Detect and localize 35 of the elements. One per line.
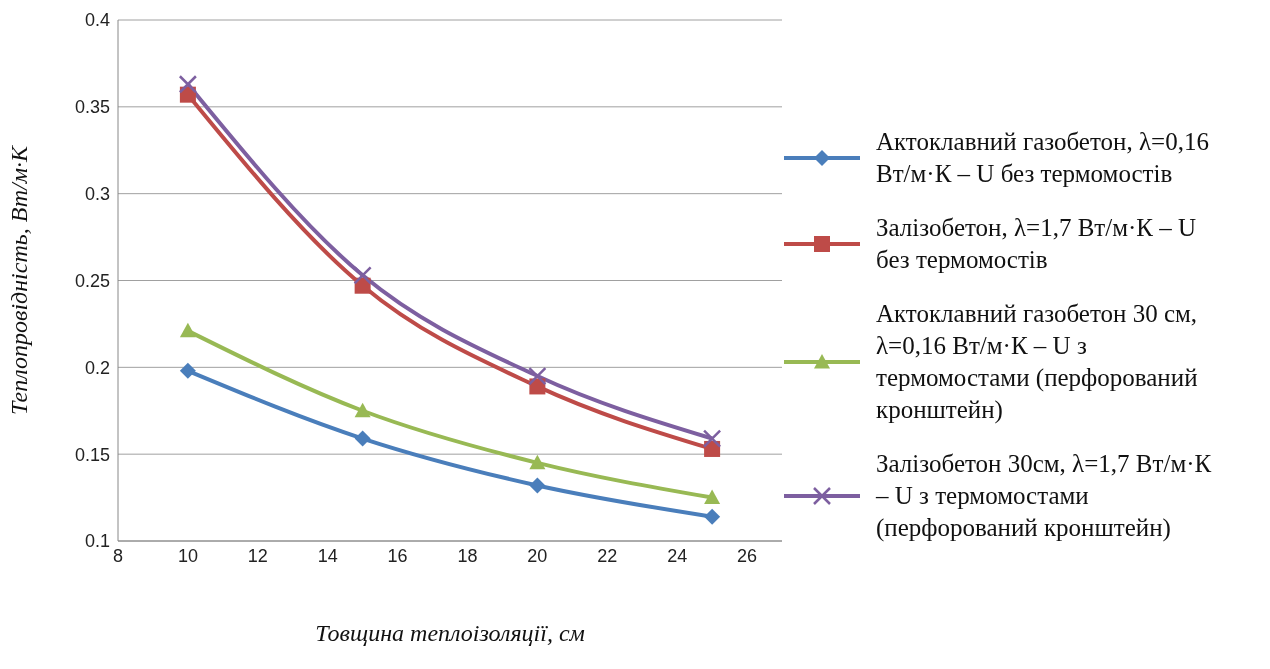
legend-label: Залізобетон, λ=1,7 Вт/м·К – U без термомостів: [876, 212, 1198, 275]
point: [354, 402, 371, 418]
y-tick-label: 0.25: [74, 270, 110, 291]
point: [704, 508, 721, 525]
y-tick-label: 0.35: [74, 97, 110, 118]
x-tick-label: 18: [457, 545, 478, 566]
point: [529, 477, 546, 494]
x-tick-label: 14: [317, 545, 338, 566]
point: [529, 454, 546, 470]
point: [354, 430, 371, 447]
x-tick-label: 26: [737, 545, 758, 566]
x-tick-label: 16: [387, 545, 408, 566]
x-tick-label: 24: [667, 545, 688, 566]
legend-label: Актоклавний газобетон, λ=0,16 Вт/м·К – U без термомостів: [876, 126, 1210, 189]
point: [179, 362, 196, 379]
point: [528, 366, 547, 386]
y-axis-title: Теплопровідність, Вт/м·К: [5, 144, 32, 415]
y-tick-label: 0.15: [74, 444, 110, 465]
x-tick-label: 12: [247, 545, 268, 566]
point: [178, 75, 198, 94]
legend-label: Актоклавний газобетон 30 см, λ=0,16 Вт/м·К – U з термомостами (перфорований кронштейн): [876, 298, 1199, 426]
y-tick-label: 0.1: [84, 531, 110, 552]
y-tick-label: 0.4: [84, 10, 110, 31]
x-tick-label: 8: [112, 545, 124, 566]
point: [179, 322, 196, 338]
x-tick-label: 10: [177, 545, 198, 566]
x-axis-title: Товщина теплоізоляції, см: [315, 620, 585, 646]
point: [353, 266, 372, 285]
x-tick-label: 20: [527, 545, 548, 566]
legend-label: Залізобетон 30см, λ=1,7 Вт/м·К – U з термомостами (перфорований кронштейн): [876, 448, 1213, 544]
x-tick-label: 22: [597, 545, 618, 566]
y-tick-label: 0.3: [84, 184, 110, 205]
y-tick-label: 0.2: [84, 357, 110, 378]
point: [702, 429, 722, 448]
point: [704, 489, 721, 504]
